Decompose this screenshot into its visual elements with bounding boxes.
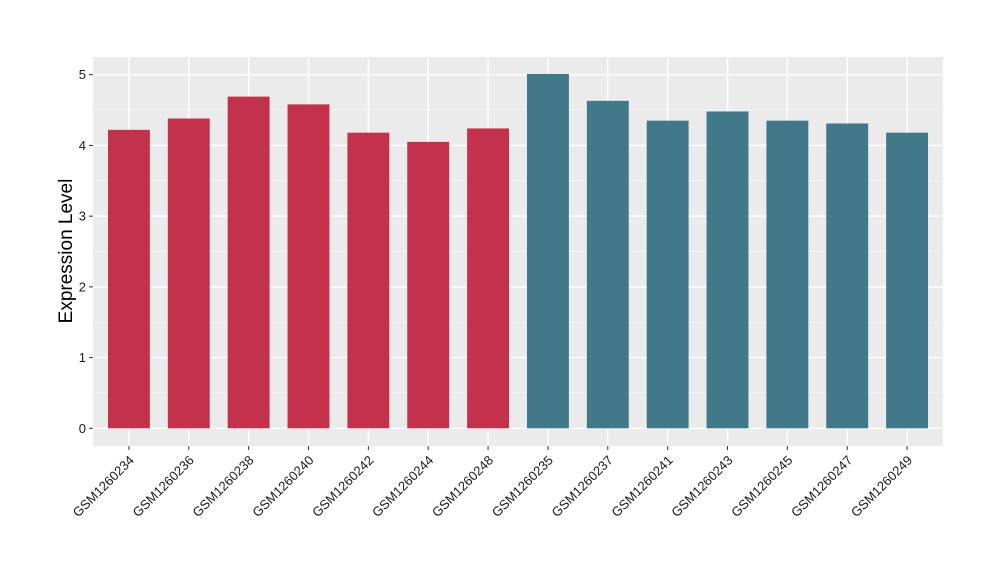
x-tick-label: GSM1260242	[309, 453, 376, 520]
x-tick-label: GSM1260247	[788, 453, 855, 520]
bar-gsm1260237	[586, 100, 629, 429]
bar-gsm1260235	[526, 73, 569, 429]
bar-gsm1260238	[227, 96, 270, 429]
x-tick-label: GSM1260243	[668, 453, 735, 520]
y-axis-title: Expression Level	[56, 179, 77, 324]
y-tick-label: 4	[79, 138, 86, 153]
x-tick-label: GSM1260249	[848, 453, 915, 520]
x-tick-label: GSM1260237	[549, 453, 616, 520]
x-tick-label: GSM1260235	[489, 453, 556, 520]
bar-gsm1260234	[107, 129, 150, 429]
x-tick-label: GSM1260236	[130, 453, 197, 520]
x-axis: GSM1260234GSM1260236GSM1260238GSM1260240…	[70, 446, 915, 520]
bar-gsm1260236	[167, 118, 210, 429]
y-tick-label: 2	[79, 279, 86, 294]
x-tick-label: GSM1260245	[728, 453, 795, 520]
y-tick-label: 1	[79, 350, 86, 365]
bar-gsm1260244	[407, 141, 450, 429]
bar-gsm1260240	[287, 104, 330, 429]
x-tick-label: GSM1260241	[608, 453, 675, 520]
x-tick-label: GSM1260244	[369, 453, 436, 520]
x-tick-label: GSM1260248	[429, 453, 496, 520]
bar-gsm1260242	[347, 132, 390, 429]
bar-gsm1260247	[826, 123, 869, 429]
x-tick-label: GSM1260238	[189, 453, 256, 520]
bar-gsm1260243	[706, 111, 749, 429]
y-tick-label: 0	[79, 421, 86, 436]
y-tick-label: 5	[79, 67, 86, 82]
bar-gsm1260241	[646, 120, 689, 429]
y-axis: 0 1 2 3 4 5	[79, 67, 93, 436]
bar-gsm1260245	[766, 120, 809, 429]
bar-gsm1260249	[886, 132, 929, 429]
y-tick-label: 3	[79, 209, 86, 224]
bars	[107, 73, 929, 429]
bar-gsm1260248	[467, 128, 510, 429]
x-tick-label: GSM1260234	[70, 453, 137, 520]
x-tick-label: GSM1260240	[249, 453, 316, 520]
